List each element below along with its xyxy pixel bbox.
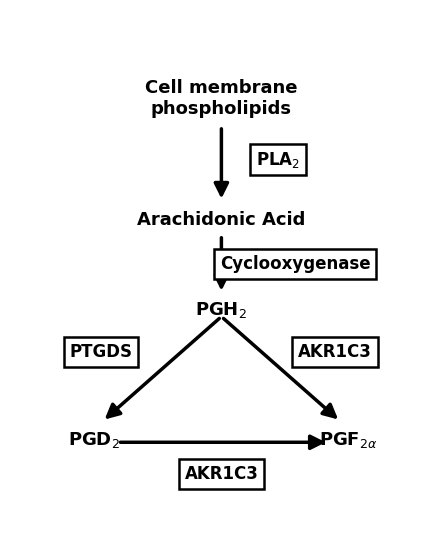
- Text: PGD$_2$: PGD$_2$: [68, 430, 120, 450]
- Text: Arachidonic Acid: Arachidonic Acid: [137, 211, 305, 229]
- Text: PTGDS: PTGDS: [70, 343, 132, 361]
- Text: Cyclooxygenase: Cyclooxygenase: [220, 255, 370, 273]
- Text: PGH$_2$: PGH$_2$: [195, 300, 248, 320]
- Text: AKR1C3: AKR1C3: [184, 465, 258, 483]
- Text: PGF$_{2\alpha}$: PGF$_{2\alpha}$: [319, 430, 378, 450]
- Text: AKR1C3: AKR1C3: [298, 343, 372, 361]
- Text: Cell membrane
phospholipids: Cell membrane phospholipids: [145, 79, 298, 118]
- Text: PLA$_2$: PLA$_2$: [256, 150, 300, 170]
